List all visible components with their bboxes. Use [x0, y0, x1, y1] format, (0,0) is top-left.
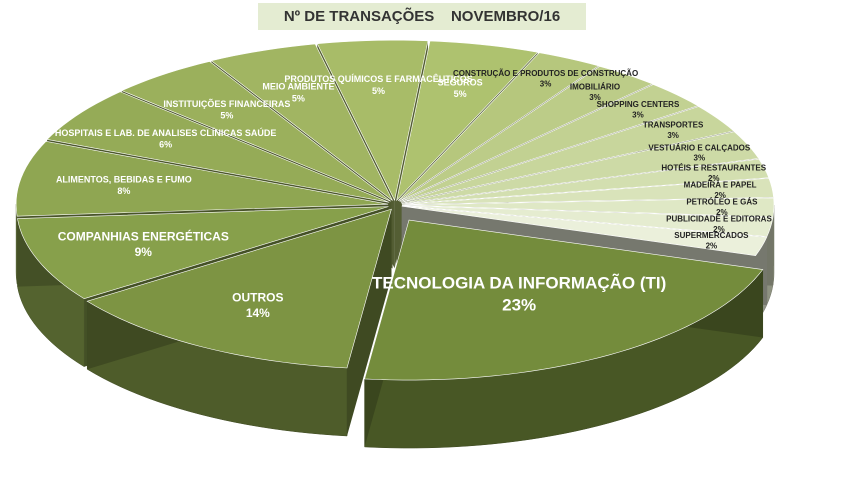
value-label: 5%: [220, 111, 233, 121]
category-label: INSTITUIÇÕES FINANCEIRAS: [163, 99, 290, 109]
slice: [364, 219, 764, 381]
category-label: SHOPPING CENTERS: [597, 100, 680, 109]
category-label: PUBLICIDADE E EDITORAS: [666, 214, 772, 223]
value-label: 3%: [540, 79, 552, 88]
value-label: 6%: [159, 140, 172, 150]
category-label: TECNOLOGIA DA INFORMAÇÃO (TI): [372, 273, 666, 293]
slice: [401, 177, 774, 205]
category-label: IMOBILIÁRIO: [570, 83, 620, 92]
value-label: 5%: [454, 89, 467, 99]
value-label: 2%: [714, 191, 726, 200]
slice: [401, 205, 768, 256]
slice: [401, 197, 775, 218]
category-label: VESTUÁRIO E CALÇADOS: [648, 143, 750, 152]
value-label: 9%: [135, 245, 153, 259]
slice: [316, 39, 429, 202]
category-label: COMPANHIAS ENERGÉTICAS: [58, 228, 229, 243]
value-label: 3%: [589, 93, 601, 102]
category-label: MADEIRA E PAPEL: [684, 180, 757, 189]
value-label: 2%: [716, 208, 728, 217]
value-label: 3%: [694, 154, 706, 163]
slice: [17, 206, 389, 300]
slice: [121, 61, 391, 202]
category-label: SEGUROS: [438, 77, 483, 87]
slice-tops: [15, 39, 775, 381]
category-label: PRODUTOS QUÍMICOS E FARMACÊUTICOS: [284, 73, 472, 84]
slice: [15, 141, 389, 217]
slice: [46, 91, 390, 203]
value-label: 3%: [667, 131, 679, 140]
value-label: 5%: [372, 86, 385, 96]
category-label: MEIO AMBIENTE: [262, 82, 334, 92]
value-label: 23%: [502, 296, 536, 315]
slice: [399, 66, 654, 202]
slice: [396, 40, 539, 202]
labels: TECNOLOGIA DA INFORMAÇÃO (TI) 23% OUTROS 14…: [55, 69, 773, 320]
value-label: 8%: [117, 186, 130, 196]
slice: [400, 106, 735, 203]
chart-title: Nº DE TRANSAÇÕES NOVEMBRO/16: [284, 7, 560, 25]
title-box: [258, 3, 586, 30]
slice: [400, 84, 699, 203]
slice: [86, 208, 392, 369]
category-label: HOSPITAIS E LAB. DE ANALISES CLÍNICAS SA…: [55, 127, 277, 138]
slice: [210, 43, 393, 201]
slice: [401, 131, 760, 204]
value-label: 2%: [713, 225, 725, 234]
value-label: 14%: [246, 306, 270, 320]
category-label: PETRÓLEO E GÁS: [686, 197, 758, 206]
value-label: 3%: [632, 110, 644, 119]
slice: [401, 158, 770, 205]
value-label: 2%: [706, 242, 718, 251]
category-label: CONSTRUÇÃO E PRODUTOS DE CONSTRUÇÃO: [453, 69, 638, 78]
slice: [401, 205, 774, 237]
category-label: OUTROS: [232, 290, 283, 304]
value-label: 5%: [292, 93, 305, 103]
category-label: SUPERMERCADOS: [674, 231, 749, 240]
value-label: 2%: [708, 174, 720, 183]
slice: [398, 52, 600, 201]
category-label: ALIMENTOS, BEBIDAS E FUMO: [56, 174, 192, 184]
category-label: TRANSPORTES: [643, 120, 704, 129]
category-label: HOTÉIS E RESTAURANTES: [661, 164, 766, 173]
